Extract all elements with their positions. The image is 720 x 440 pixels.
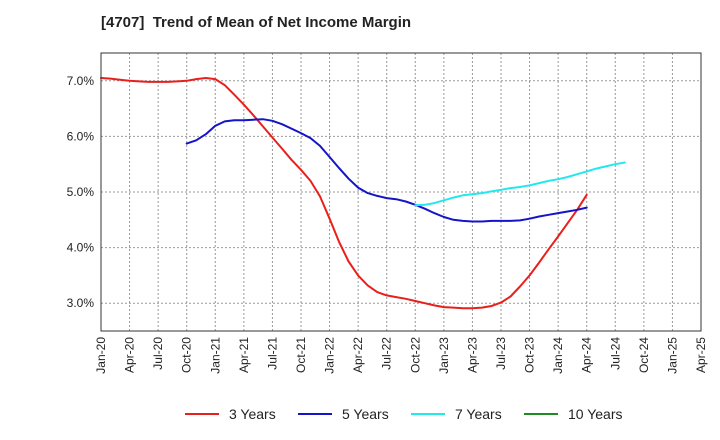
y-tick-label: 4.0% <box>67 241 95 255</box>
legend-label-3-years: 3 Years <box>229 406 276 422</box>
series-line-7-years <box>414 161 626 207</box>
x-tick-label: Oct-20 <box>180 337 194 373</box>
x-tick-label: Jan-20 <box>94 337 108 374</box>
x-tick-label: Jan-22 <box>323 337 337 374</box>
y-axis: 3.0% 4.0% 5.0% 6.0% 7.0% <box>67 74 95 310</box>
x-tick-label: Jan-23 <box>437 337 451 374</box>
plot-frame <box>100 52 702 332</box>
grid-lines <box>100 53 702 331</box>
x-tick-label: Oct-24 <box>637 337 651 373</box>
legend-label-10-years: 10 Years <box>568 406 623 422</box>
y-tick-label: 6.0% <box>67 129 95 143</box>
legend-item-5-years: 5 Years <box>298 402 389 426</box>
y-tick-label: 5.0% <box>67 185 95 199</box>
series-line-5-years <box>185 118 588 223</box>
x-tick-label: Jul-20 <box>151 337 165 370</box>
x-tick-label: Jan-24 <box>551 337 565 374</box>
x-tick-label: Apr-20 <box>123 337 137 373</box>
x-tick-label: Jan-25 <box>665 337 679 374</box>
series-lines <box>100 77 626 310</box>
legend-label-7-years: 7 Years <box>455 406 502 422</box>
legend-swatch-10-years <box>524 413 558 415</box>
legend-swatch-5-years <box>298 413 332 415</box>
legend-swatch-3-years <box>185 413 219 415</box>
x-tick-label: Apr-23 <box>465 337 479 373</box>
legend-item-3-years: 3 Years <box>185 402 276 426</box>
x-tick-label: Oct-22 <box>408 337 422 373</box>
legend-swatch-7-years <box>411 413 445 415</box>
x-tick-label: Apr-25 <box>694 337 708 373</box>
legend-label-5-years: 5 Years <box>342 406 389 422</box>
x-tick-label: Jul-21 <box>265 337 279 370</box>
x-tick-label: Jul-23 <box>494 337 508 370</box>
x-tick-label: Jul-22 <box>380 337 394 370</box>
legend-item-10-years: 10 Years <box>524 402 623 426</box>
x-tick-label: Apr-21 <box>237 337 251 373</box>
x-tick-label: Jan-21 <box>208 337 222 374</box>
x-axis: Jan-20 Apr-20 Jul-20 Oct-20 Jan-21 Apr-21 Jul-… <box>94 337 708 374</box>
x-tick-label: Oct-21 <box>294 337 308 373</box>
legend-item-7-years: 7 Years <box>411 402 502 426</box>
chart-title: [4707] Trend of Mean of Net Income Margi… <box>101 14 412 31</box>
legend: 3 Years 5 Years 7 Years 10 Years <box>0 402 720 426</box>
x-tick-label: Oct-23 <box>523 337 537 373</box>
y-tick-label: 3.0% <box>67 296 95 310</box>
x-tick-label: Jul-24 <box>608 337 622 370</box>
x-tick-label: Apr-24 <box>580 337 594 373</box>
y-tick-label: 7.0% <box>67 74 95 88</box>
x-tick-label: Apr-22 <box>351 337 365 373</box>
series-line-3-years <box>100 77 588 310</box>
